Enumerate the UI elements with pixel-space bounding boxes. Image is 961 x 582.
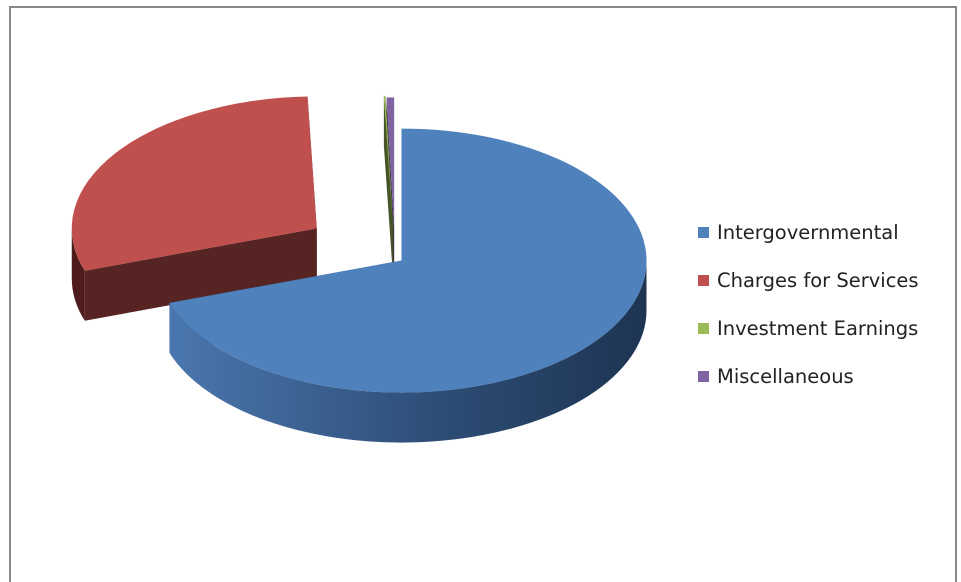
pie-side-intergovernmental — [169, 260, 647, 443]
legend-item: Investment Earnings — [698, 304, 919, 352]
legend-swatch — [698, 226, 709, 238]
pie-wall-charges-for-services — [84, 228, 317, 321]
legend-item: Charges for Services — [698, 256, 919, 304]
legend-item: Intergovernmental — [698, 208, 919, 256]
pie-slice-miscellaneous — [386, 97, 395, 230]
pie-side-charges-for-services — [71, 228, 85, 321]
legend-swatch — [698, 322, 709, 334]
pie-slice-investment-earnings — [383, 95, 394, 228]
legend: Intergovernmental Charges for Services I… — [698, 208, 919, 400]
pie-wall-investment-earnings — [383, 95, 394, 278]
legend-label-charges-for-services: Charges for Services — [717, 268, 919, 292]
legend-swatch — [698, 370, 709, 382]
legend-label-intergovernmental: Intergovernmental — [717, 220, 899, 244]
legend-label-miscellaneous: Miscellaneous — [717, 364, 854, 388]
pie-slice-charges-for-services — [71, 96, 317, 271]
pie-slice-intergovernmental — [169, 128, 647, 393]
legend-swatch — [698, 274, 709, 286]
legend-item: Miscellaneous — [698, 352, 919, 400]
legend-label-investment-earnings: Investment Earnings — [717, 316, 919, 340]
